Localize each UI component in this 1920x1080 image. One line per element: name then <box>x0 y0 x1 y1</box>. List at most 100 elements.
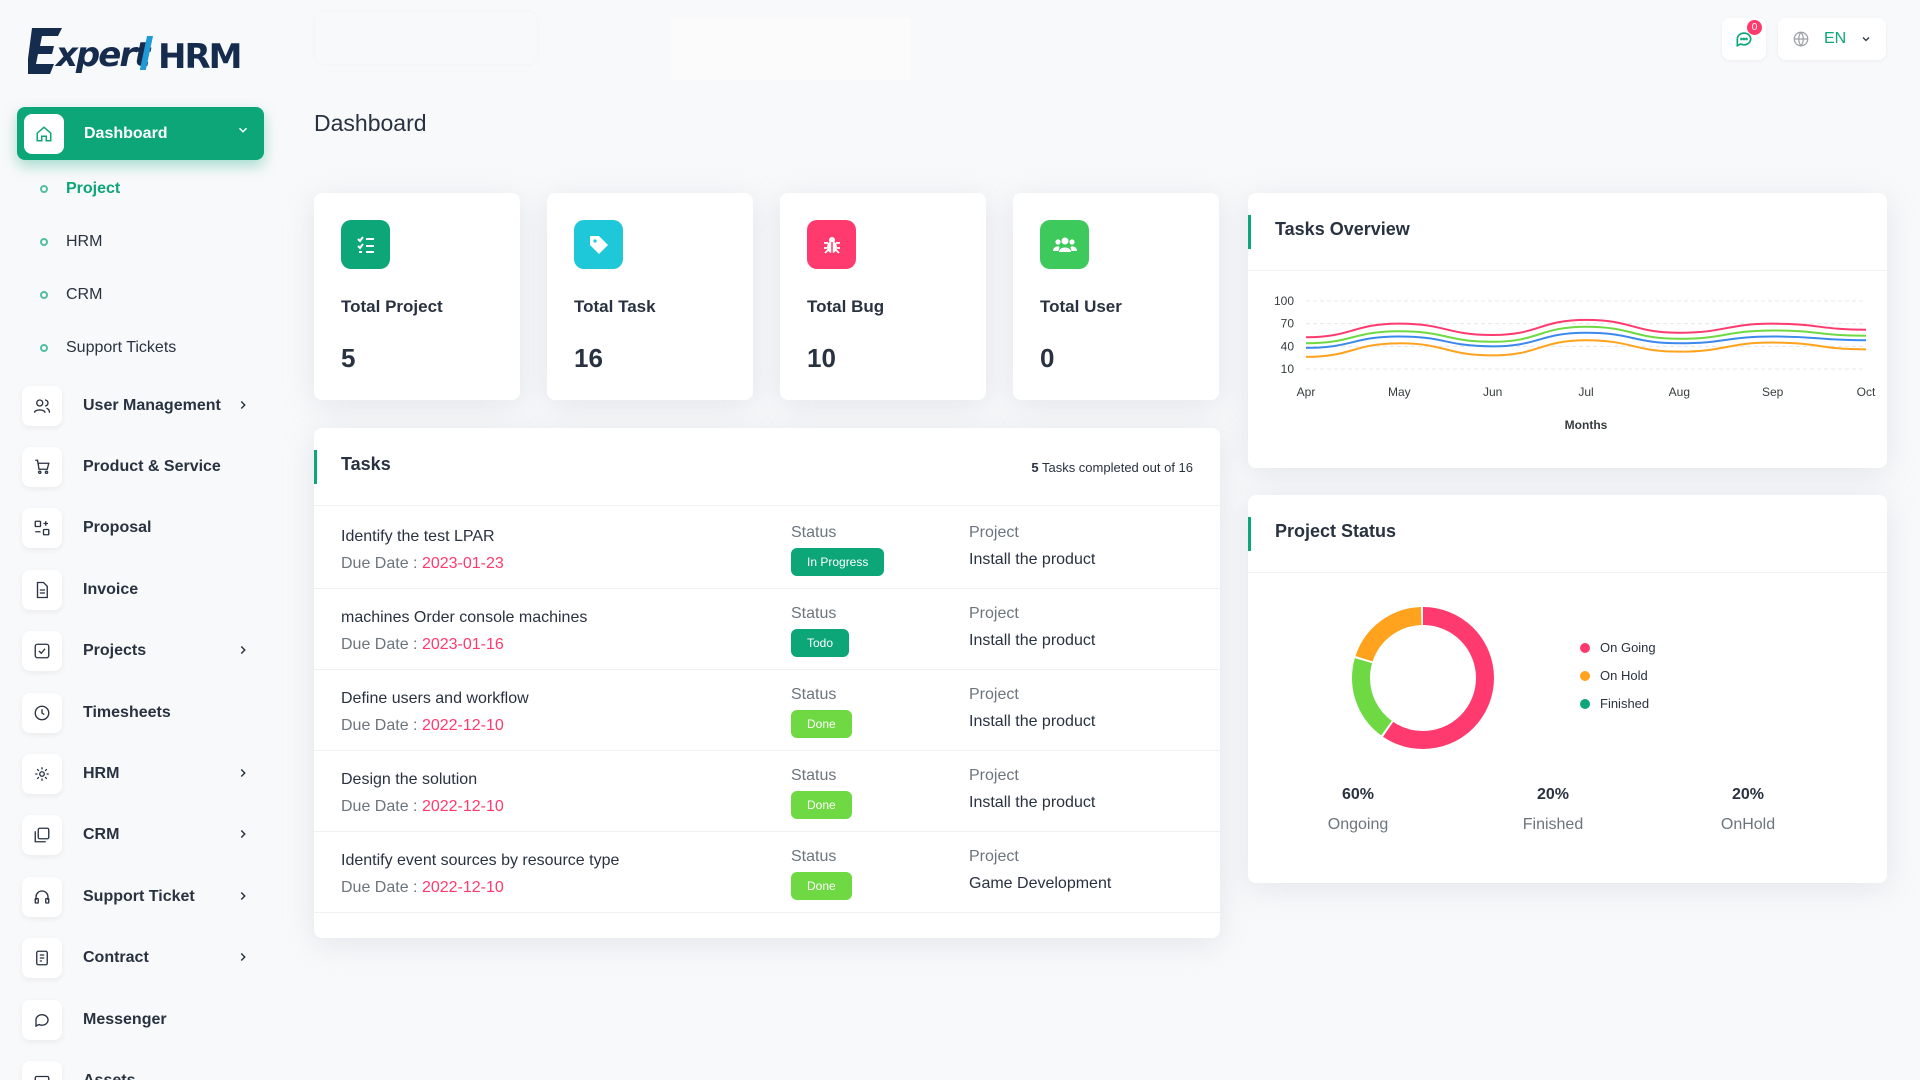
sidebar-item-label: Contract <box>83 949 149 966</box>
x-tick-label: May <box>1388 385 1411 399</box>
hrm-icon <box>22 754 62 794</box>
sidebar-item-proposal[interactable]: Proposal <box>22 506 262 550</box>
task-name[interactable]: Design the solution <box>341 771 478 788</box>
sidebar-item-projects[interactable]: Projects <box>22 629 262 673</box>
language-selector[interactable]: EN <box>1778 18 1886 60</box>
donut-slice-finished <box>1352 607 1494 749</box>
chevron-down-icon <box>1862 37 1870 42</box>
notifications-button[interactable]: 0 <box>1722 18 1766 60</box>
project-label: Project <box>969 767 1019 784</box>
sidebar-item-label: Invoice <box>83 581 139 598</box>
task-row[interactable]: Identify event sources by resource type D… <box>314 832 1220 913</box>
sidebar-item-invoice[interactable]: Invoice <box>22 568 262 612</box>
task-row[interactable]: Define users and workflow Due Date : 2022… <box>314 670 1220 751</box>
card-header: Tasks 5 Tasks completed out of 16 <box>314 428 1220 506</box>
headphones-icon <box>22 877 62 917</box>
sidebar-item-dashboard[interactable]: Dashboard <box>17 107 264 160</box>
sidebar-item-label: Product & Service <box>83 458 221 475</box>
notification-badge: 0 <box>1747 20 1762 35</box>
summary-ongoing: 60% Ongoing <box>1298 786 1418 834</box>
app-logo[interactable]: xpert HRM <box>28 22 248 84</box>
y-tick-label: 100 <box>1274 294 1294 308</box>
status-badge: Done <box>791 791 852 819</box>
card-header: Project Status <box>1248 495 1887 573</box>
project-name: Install the product <box>969 632 1096 649</box>
project-label: Project <box>969 605 1019 622</box>
stat-card-total-project: Total Project 5 <box>314 193 520 400</box>
stat-value: 0 <box>1040 343 1055 373</box>
sidebar-subitem-crm[interactable]: CRM <box>40 286 102 304</box>
globe-icon <box>1793 31 1809 47</box>
y-tick-label: 40 <box>1281 339 1295 353</box>
task-name[interactable]: Identify event sources by resource type <box>341 852 620 869</box>
card-title: Tasks <box>341 454 391 474</box>
sidebar-item-label: Dashboard <box>84 124 168 142</box>
sidebar-item-messenger[interactable]: Messenger <box>22 998 262 1042</box>
summary-onhold: 20% OnHold <box>1688 786 1808 834</box>
due-label: Due Date : <box>341 879 422 896</box>
y-tick-label: 10 <box>1281 362 1295 376</box>
task-row[interactable]: Identify the test LPAR Due Date : 2023-01… <box>314 508 1220 589</box>
project-status-donut <box>1352 607 1494 749</box>
tag-icon <box>574 220 623 269</box>
chevron-right-icon <box>236 827 250 846</box>
due-date: 2022-12-10 <box>421 717 504 734</box>
task-due: Due Date : 2023-01-23 <box>341 555 504 573</box>
sidebar-item-product-service[interactable]: Product & Service <box>22 445 262 489</box>
due-date: 2022-12-10 <box>421 798 504 815</box>
contract-icon <box>22 938 62 978</box>
task-row[interactable]: Design the solution Due Date : 2022-12-10… <box>314 751 1220 832</box>
x-tick-label: Jul <box>1578 385 1593 399</box>
due-date: 2023-01-23 <box>421 555 504 572</box>
bullet-icon <box>40 344 48 352</box>
expert-hrm-logo: xpert HRM <box>28 28 242 77</box>
legend-label: Finished <box>1600 696 1650 711</box>
x-axis-title: Months <box>1565 418 1608 432</box>
users-group-icon <box>1040 220 1089 269</box>
task-name[interactable]: Define users and workflow <box>341 690 529 707</box>
x-tick-label: Sep <box>1762 385 1784 399</box>
tasks-card: Tasks 5 Tasks completed out of 16 Identi… <box>314 428 1220 938</box>
header-search-area <box>315 12 537 64</box>
series-line-3 <box>1305 339 1867 358</box>
tasks-overview-chart: 10 40 70 100 Apr May Jun Jul Aug Sep Oct Months <box>1274 294 1876 432</box>
due-label: Due Date : <box>341 717 422 734</box>
status-badge: Done <box>791 872 852 900</box>
legend-label: On Going <box>1600 640 1656 655</box>
sidebar-item-crm[interactable]: CRM <box>22 813 262 857</box>
chevron-right-icon <box>236 398 250 417</box>
legend-on-going: On Going <box>1580 640 1656 655</box>
header-accent-bar <box>1248 517 1251 551</box>
sidebar-subitem-support-tickets[interactable]: Support Tickets <box>40 339 176 357</box>
task-row[interactable]: machines Order console machines Due Date … <box>314 589 1220 670</box>
sidebar-item-contract[interactable]: Contract <box>22 936 262 980</box>
sidebar-item-label: Support Ticket <box>83 888 195 905</box>
sidebar-item-user-management[interactable]: User Management <box>22 384 262 428</box>
sidebar-subitem-hrm[interactable]: HRM <box>40 233 102 251</box>
sidebar-subitem-label: Project <box>66 180 121 197</box>
due-date: 2022-12-10 <box>421 879 504 896</box>
sidebar-subitem-project[interactable]: Project <box>40 180 120 198</box>
task-due: Due Date : 2022-12-10 <box>341 798 504 816</box>
project-label: Project <box>969 686 1019 703</box>
stat-card-total-bug: Total Bug 10 <box>780 193 986 400</box>
chevron-right-icon <box>236 766 250 785</box>
tasks-completed-summary: 5 Tasks completed out of 16 <box>1031 460 1193 475</box>
task-name[interactable]: Identify the test LPAR <box>341 528 495 545</box>
header-accent-bar <box>1248 215 1251 249</box>
legend-finished: Finished <box>1580 696 1649 711</box>
sidebar-item-hrm[interactable]: HRM <box>22 752 262 796</box>
status-badge: Todo <box>791 629 850 657</box>
sidebar-item-support-ticket[interactable]: Support Ticket <box>22 875 262 919</box>
card-header: Tasks Overview <box>1248 193 1887 271</box>
chevron-right-icon <box>236 643 250 662</box>
sidebar-subitem-label: HRM <box>66 233 103 250</box>
summary-label: Ongoing <box>1327 816 1389 833</box>
sidebar-item-timesheets[interactable]: Timesheets <box>22 691 262 735</box>
chevron-right-icon <box>236 889 250 908</box>
status-label: Status <box>791 686 837 703</box>
home-icon <box>24 113 64 154</box>
task-due: Due Date : 2022-12-10 <box>341 717 504 735</box>
sidebar-item-assets[interactable]: Assets <box>22 1059 262 1080</box>
task-name[interactable]: machines Order console machines <box>341 609 588 626</box>
